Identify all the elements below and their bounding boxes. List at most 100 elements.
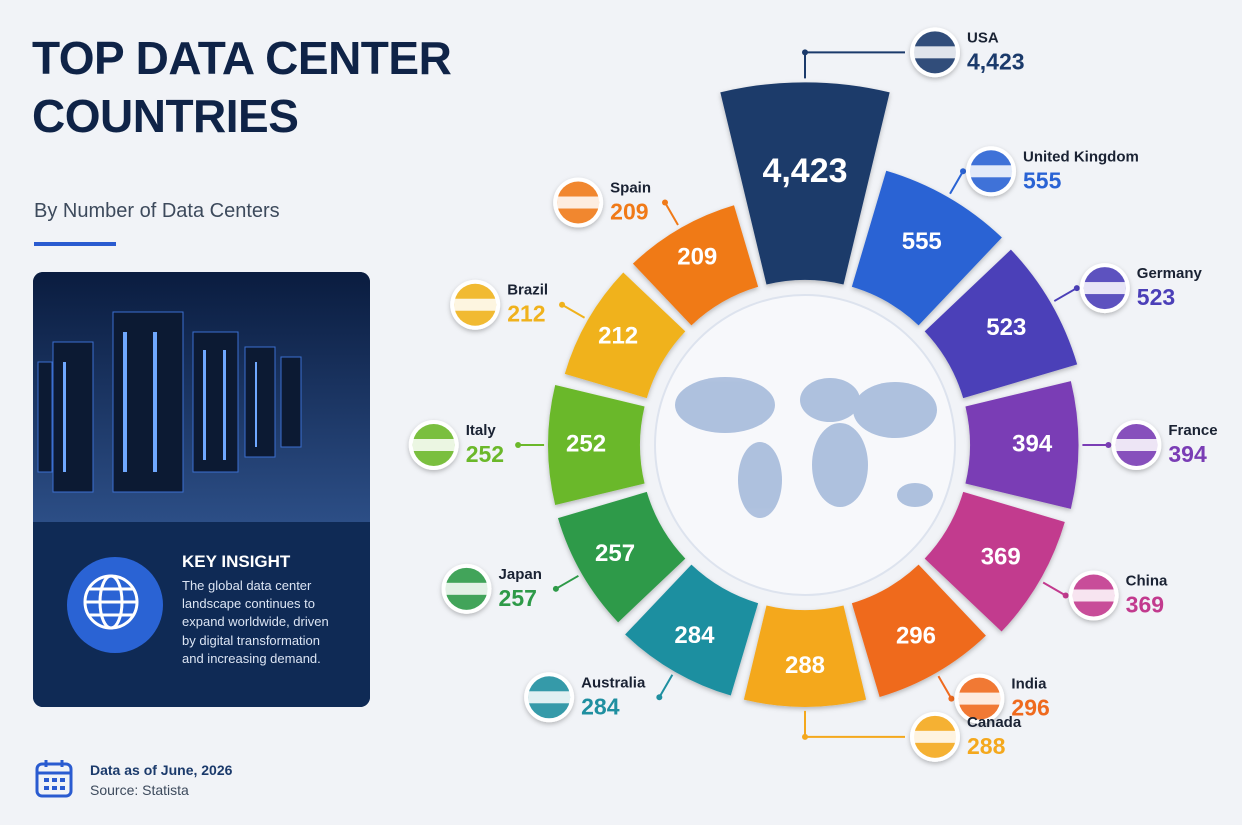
country-name: India <box>1011 676 1047 693</box>
country-value: 288 <box>967 733 1006 759</box>
subtitle: By Number of Data Centers <box>34 200 280 222</box>
country-name: Spain <box>610 180 651 197</box>
flag <box>524 672 575 723</box>
flag-band <box>914 46 956 59</box>
server-lights <box>63 332 257 472</box>
country-name: France <box>1168 422 1217 439</box>
world-map <box>675 377 937 518</box>
bar-segment <box>965 381 1079 509</box>
country-value: 212 <box>507 301 545 327</box>
flag-band <box>970 165 1013 178</box>
footer-date: Data as of June, 2026 <box>90 762 233 778</box>
footer-source: Source: Statista <box>90 782 189 798</box>
connector-dot <box>515 442 522 448</box>
connector-dot <box>1062 592 1069 599</box>
country-value: 523 <box>1137 284 1175 310</box>
country-name: Japan <box>499 566 542 583</box>
bar-segment <box>625 564 759 696</box>
insight-title: KEY INSIGHT <box>182 552 291 571</box>
connector-dot <box>1105 442 1112 448</box>
connector <box>561 303 586 319</box>
country-label: Japan 257 <box>441 563 579 614</box>
country-value: 555 <box>1023 167 1062 193</box>
bar-segment <box>632 205 759 326</box>
segment-value: 212 <box>598 322 638 349</box>
center-disc <box>654 294 956 596</box>
flag <box>954 673 1005 724</box>
flag-band <box>528 691 571 704</box>
flag <box>910 711 960 762</box>
connector <box>949 170 964 195</box>
bar-segment <box>720 82 890 285</box>
bar-segment <box>564 272 686 399</box>
flag <box>450 279 501 330</box>
calendar-icon <box>35 760 73 798</box>
connector-dot <box>948 695 955 702</box>
bar-segment <box>743 605 867 707</box>
country-value: 296 <box>1011 695 1049 721</box>
country-label: Spain 209 <box>553 177 679 228</box>
flag-band <box>454 298 497 311</box>
connector <box>664 202 679 226</box>
country-value: 369 <box>1126 591 1164 617</box>
country-label: USA 4,423 <box>802 27 1025 79</box>
segment-value: 4,423 <box>762 152 847 190</box>
connector-dot <box>552 585 559 592</box>
flag-band <box>412 439 455 451</box>
bar-segment <box>851 170 1002 326</box>
connector-dot <box>1073 285 1080 292</box>
flag <box>1079 263 1130 314</box>
country-name: Canada <box>967 714 1022 731</box>
connector <box>1053 287 1078 302</box>
country-value: 4,423 <box>967 48 1025 74</box>
country-label: Brazil 212 <box>450 279 586 330</box>
flag-band <box>1083 282 1126 295</box>
connector-dot <box>662 199 668 206</box>
flag-band <box>557 196 600 209</box>
bar-segment <box>924 491 1065 632</box>
country-name: Australia <box>581 674 646 691</box>
title: TOP DATA CENTER COUNTRIES <box>32 32 452 142</box>
globe-lines <box>83 574 139 630</box>
flag-band <box>445 582 488 595</box>
country-name: Italy <box>466 422 497 439</box>
connector <box>804 51 905 79</box>
country-value: 394 <box>1168 441 1207 467</box>
title-rule <box>34 242 116 246</box>
country-label: Canada 288 <box>802 710 1022 762</box>
connector <box>555 574 579 590</box>
flag <box>1068 570 1119 621</box>
connector <box>1042 581 1067 597</box>
country-value: 284 <box>581 693 620 719</box>
segment-value: 288 <box>785 652 825 679</box>
country-label: United Kingdom 555 <box>949 146 1139 197</box>
flag-band <box>958 692 1001 705</box>
flag-band <box>1072 589 1115 602</box>
connector-dot <box>960 168 967 175</box>
globe-icon <box>67 557 163 653</box>
insight-text: The global data center landscape continu… <box>182 578 329 666</box>
country-label: India 296 <box>937 673 1050 724</box>
segment-value: 369 <box>981 543 1021 570</box>
connector-dot <box>656 694 663 701</box>
country-label: Italy 252 <box>408 420 545 470</box>
country-value: 257 <box>499 585 537 611</box>
segment-value: 209 <box>677 244 717 271</box>
bar-segment <box>924 249 1078 399</box>
connector <box>937 675 953 700</box>
flag <box>408 420 459 470</box>
segment-value: 284 <box>674 622 715 649</box>
segment-value: 555 <box>902 228 942 255</box>
flag <box>1111 420 1162 470</box>
country-name: United Kingdom <box>1023 148 1139 165</box>
segment-value: 252 <box>566 430 606 457</box>
flag <box>910 27 960 78</box>
segment-value: 296 <box>896 623 936 650</box>
bar-segment <box>851 564 986 698</box>
connector-dot <box>559 301 566 308</box>
flag <box>553 177 604 228</box>
connector-dot <box>802 49 808 56</box>
connector-dot <box>802 733 808 740</box>
country-name: Brazil <box>507 282 548 299</box>
